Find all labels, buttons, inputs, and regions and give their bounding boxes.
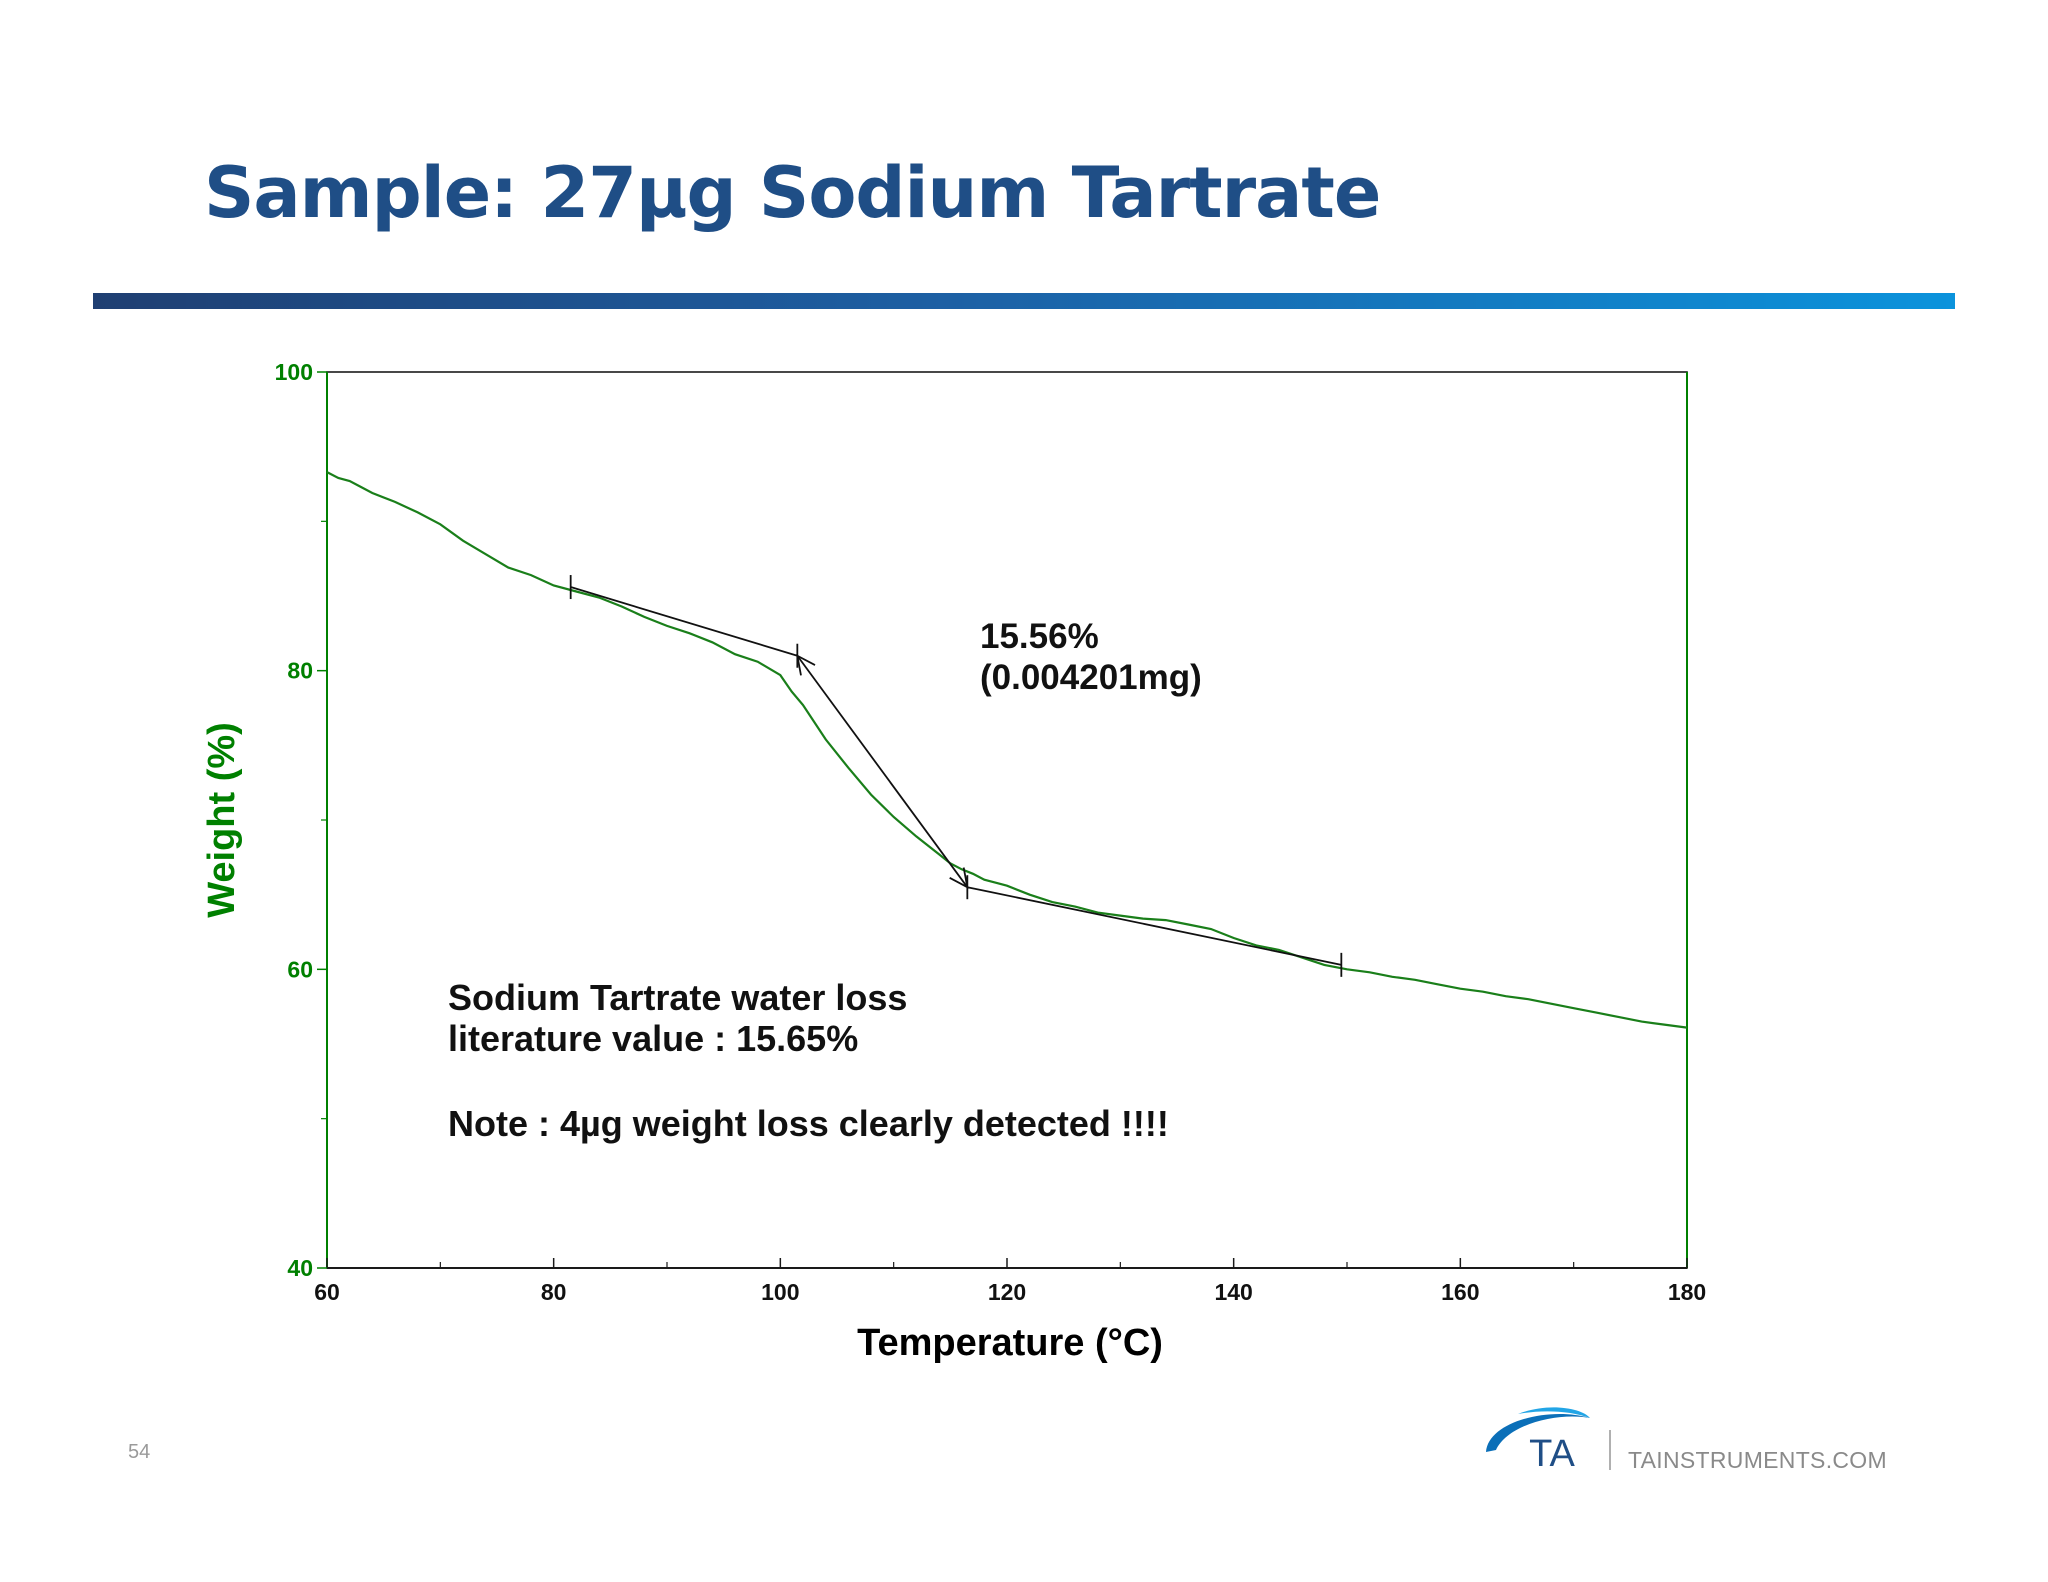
website-link[interactable]: TAINSTRUMENTS.COM <box>1628 1447 1887 1473</box>
page-number: 54 <box>128 1441 151 1463</box>
tangent-line <box>967 886 1342 966</box>
logo-swoosh <box>1486 1413 1590 1452</box>
title-divider-bar <box>93 293 1955 309</box>
x-tick-label: 100 <box>761 1279 799 1305</box>
y-tick-label: 100 <box>275 359 313 385</box>
step-mass-label: (0.004201mg) <box>980 658 1202 697</box>
series-line-weight <box>326 471 1688 1029</box>
logo-separator <box>1609 1430 1611 1470</box>
ta-instruments-logo: TA <box>1486 1407 1590 1475</box>
x-tick-label: 80 <box>541 1279 567 1305</box>
logo-text: TA <box>1529 1433 1575 1475</box>
x-tick-label: 60 <box>314 1279 340 1305</box>
note-line-2: literature value : 15.65% <box>448 1018 858 1059</box>
step-percent-label: 15.56% <box>980 617 1099 656</box>
step-arrow-line <box>796 655 969 888</box>
x-tick-label: 140 <box>1214 1279 1252 1305</box>
x-tick-label: 180 <box>1668 1279 1706 1305</box>
y-tick-label: 80 <box>287 658 313 684</box>
note-line-3: Note : 4µg weight loss clearly detected … <box>448 1103 1169 1144</box>
x-tick-label: 120 <box>988 1279 1026 1305</box>
x-tick-label: 160 <box>1441 1279 1479 1305</box>
y-tick-label: 60 <box>287 956 313 982</box>
x-axis-title: Temperature (°C) <box>857 1322 1163 1364</box>
y-axis-title: Weight (%) <box>201 722 243 918</box>
logo-swoosh-accent <box>1518 1407 1590 1418</box>
tangent-line <box>570 586 798 657</box>
slide-title: Sample: 27µg Sodium Tartrate <box>204 152 1381 234</box>
y-tick-label: 40 <box>287 1255 313 1281</box>
note-line-1: Sodium Tartrate water loss <box>448 977 907 1018</box>
